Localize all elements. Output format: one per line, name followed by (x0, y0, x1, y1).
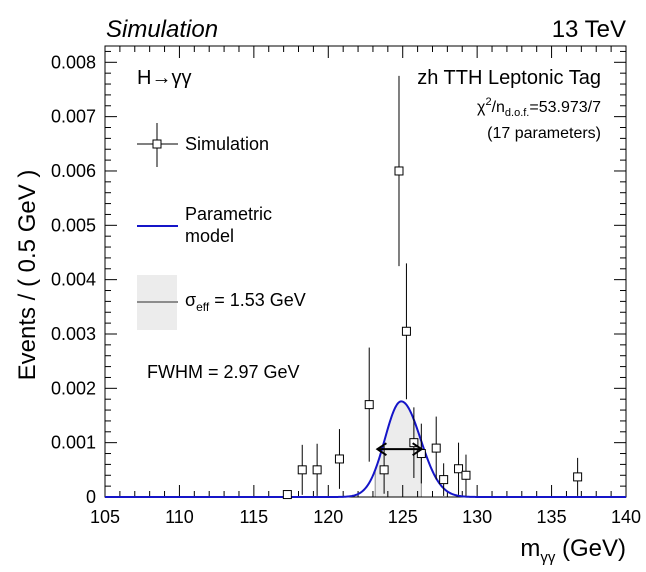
x-axis-title-main: m (520, 535, 540, 562)
legend-sigma-label: σeff = 1.53 GeV (185, 290, 306, 314)
legend-model-label-2: model (185, 226, 234, 246)
chi2-symbol: χ (477, 99, 486, 116)
model-curve-layer (105, 400, 626, 498)
x-tick-label: 120 (313, 507, 343, 527)
y-tick-label: 0.005 (51, 215, 96, 235)
data-point (461, 454, 471, 496)
x-tick-label: 115 (240, 507, 269, 527)
data-point (409, 407, 419, 478)
point-marker (461, 470, 471, 480)
fwhm-arrow-right-head (412, 442, 424, 457)
data-point (394, 75, 404, 267)
chi2-label: χ2/nd.o.f.=53.973/7 (477, 96, 601, 119)
sigma-value: = 1.53 GeV (209, 290, 306, 310)
legend-simulation-label: Simulation (185, 134, 269, 154)
x-axis-title: mγγ (GeV) (520, 535, 626, 566)
data-point (334, 429, 344, 489)
data-point (282, 490, 292, 500)
x-tick-label: 140 (611, 507, 641, 527)
x-tick-label: 110 (165, 507, 194, 527)
x-tick-label: 105 (90, 507, 120, 527)
chi2-sup: 2 (485, 96, 491, 108)
legend-sim-marker (152, 139, 162, 149)
y-tick-label: 0 (86, 487, 96, 507)
point-marker (401, 326, 411, 336)
parameters-label: (17 parameters) (487, 125, 601, 142)
plot-frame (104, 45, 627, 498)
fwhm-label: FWHM = 2.97 GeV (147, 362, 300, 382)
y-tick-label: 0.002 (51, 378, 96, 398)
model-curve (105, 400, 626, 498)
data-points-layer (282, 75, 583, 500)
point-marker (573, 472, 583, 482)
y-tick-label: 0.004 (51, 270, 96, 290)
point-marker (364, 400, 374, 410)
fwhm-arrow-left-head (375, 442, 387, 457)
y-tick-label: 0.001 (51, 433, 96, 453)
y-tick-label: 0.007 (51, 107, 96, 127)
point-marker (379, 465, 389, 475)
point-marker (431, 443, 441, 453)
point-marker (409, 438, 419, 448)
chi2-sub: d.o.f. (505, 107, 529, 119)
header-energy: 13 TeV (552, 16, 626, 43)
data-point (401, 263, 411, 400)
chi2-value: =53.973/7 (529, 99, 601, 116)
process-label: H→γγ (137, 67, 191, 89)
axis-layer: 105 110 115 120 125 130 135 140 0 0.001 0.002 0.003… (51, 45, 641, 527)
y-tick-label: 0.003 (51, 324, 96, 344)
data-point (312, 443, 322, 496)
x-tick-label: 125 (388, 507, 418, 527)
x-axis-title-sub: γγ (540, 549, 556, 566)
y-axis-title: Events / ( 0.5 GeV ) (14, 170, 41, 381)
data-point (431, 416, 441, 480)
chi2-mid: /n (492, 99, 505, 116)
data-point (439, 463, 449, 496)
y-tick-label: 0.008 (51, 52, 96, 72)
x-axis-title-unit: (GeV) (555, 535, 626, 562)
data-point (573, 457, 583, 496)
data-point (364, 347, 374, 462)
point-marker (297, 465, 307, 475)
y-tick-label: 0.006 (51, 161, 96, 181)
fwhm-layer (375, 442, 424, 457)
x-tick-label: 130 (462, 507, 492, 527)
sigma-sub: eff (196, 300, 210, 314)
point-marker (439, 475, 449, 485)
x-tick-label: 135 (537, 507, 567, 527)
category-label: zh TTH Leptonic Tag (417, 67, 601, 89)
sigma-symbol: σ (185, 290, 196, 310)
data-point (454, 442, 464, 495)
point-marker (454, 464, 464, 474)
point-marker (334, 454, 344, 464)
point-marker (282, 490, 292, 500)
point-marker (394, 166, 404, 176)
header-simulation: Simulation (106, 16, 218, 43)
point-marker (312, 465, 322, 475)
legend-model-label-1: Parametric (185, 204, 272, 224)
data-point (297, 444, 307, 495)
